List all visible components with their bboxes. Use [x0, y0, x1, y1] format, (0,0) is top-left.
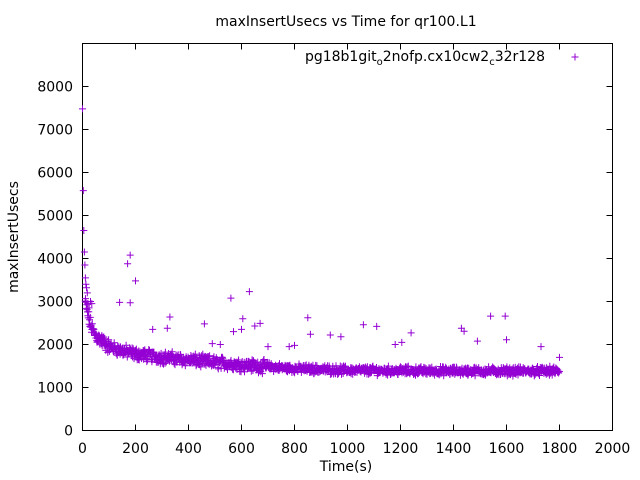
data-point — [85, 304, 93, 312]
data-point — [100, 333, 108, 341]
data-point — [83, 289, 91, 297]
data-point — [338, 370, 345, 378]
data-point — [460, 327, 468, 335]
y-tick-label: 2000 — [37, 338, 73, 354]
data-point — [403, 363, 411, 371]
data-point — [200, 320, 208, 328]
legend-text-part: c — [489, 57, 495, 68]
data-point — [249, 367, 257, 374]
data-point — [258, 370, 266, 378]
legend-text-part: 2nofp.cx10cw2 — [383, 49, 489, 65]
x-tick-label: 0 — [78, 441, 87, 457]
x-tick-label: 1400 — [436, 441, 472, 457]
y-tick-label: 0 — [64, 424, 73, 440]
data-point — [487, 312, 495, 320]
data-point — [304, 314, 312, 322]
data-points — [79, 105, 563, 380]
data-point — [256, 319, 264, 327]
x-tick-label: 1200 — [383, 441, 419, 457]
data-point — [230, 328, 237, 336]
data-point — [166, 313, 174, 321]
legend: pg18b1gito2nofp.cx10cw2c32r128 — [305, 49, 579, 68]
data-point — [83, 284, 90, 292]
data-point — [81, 261, 89, 269]
legend-marker-plus — [571, 53, 579, 61]
data-point — [88, 300, 96, 308]
data-point — [251, 322, 259, 330]
data-point — [291, 341, 298, 349]
data-point — [537, 343, 545, 351]
x-tick-label: 600 — [228, 441, 255, 457]
data-point — [82, 280, 90, 288]
data-point — [210, 361, 217, 369]
y-tick-label: 8000 — [37, 80, 73, 96]
data-point — [216, 341, 224, 348]
data-point — [81, 274, 89, 282]
data-point — [501, 312, 509, 320]
data-point — [373, 322, 381, 330]
x-axis-label: Time(s) — [319, 459, 372, 475]
legend-text-part: o — [377, 57, 383, 68]
data-point — [116, 298, 124, 306]
x-tick-label: 1000 — [330, 441, 366, 457]
y-tick-label: 5000 — [37, 209, 73, 225]
data-point — [306, 330, 314, 338]
data-point — [235, 356, 243, 364]
legend-text-part: 32r128 — [495, 49, 545, 65]
x-tick-label: 800 — [281, 441, 308, 457]
data-point — [285, 343, 293, 351]
data-point — [473, 337, 481, 345]
data-point — [238, 325, 245, 333]
x-tick-label: 1600 — [489, 441, 525, 457]
data-point — [126, 251, 134, 259]
data-point — [404, 362, 412, 370]
data-point — [163, 324, 171, 332]
y-tick-label: 1000 — [37, 381, 73, 397]
data-point — [407, 329, 415, 337]
y-tick-label: 6000 — [37, 166, 73, 182]
data-point — [264, 343, 272, 351]
data-point — [555, 368, 563, 376]
data-point — [132, 277, 139, 285]
chart-title: maxInsertUsecs vs Time for qr100.L1 — [215, 14, 476, 30]
data-point — [124, 260, 132, 268]
legend-marker — [571, 53, 579, 61]
data-point — [239, 315, 247, 323]
data-point — [149, 325, 157, 333]
data-point — [80, 227, 88, 234]
data-point — [181, 362, 189, 370]
data-point — [503, 336, 510, 344]
data-point — [556, 353, 563, 361]
data-point — [337, 333, 345, 341]
data-point — [227, 294, 235, 302]
y-tick-label: 3000 — [37, 295, 73, 311]
data-point — [80, 248, 88, 256]
x-tick-label: 1800 — [542, 441, 578, 457]
data-point — [197, 363, 205, 371]
legend-text-part: pg18b1git — [305, 49, 377, 65]
data-point — [86, 313, 94, 321]
data-point — [391, 341, 399, 348]
data-point — [208, 340, 216, 348]
data-point — [87, 321, 95, 329]
y-tick-label: 4000 — [37, 252, 73, 268]
legend-entry-label: pg18b1gito2nofp.cx10cw2c32r128 — [305, 49, 545, 68]
data-point — [536, 372, 543, 379]
y-axis-label: maxInsertUsecs — [6, 181, 22, 293]
data-point — [126, 299, 134, 307]
axis-ticks: 0 200 400 600 800 1000 1200 1400 1600 1800 2000 0 10… — [37, 43, 631, 457]
data-point — [326, 331, 334, 339]
data-point — [122, 341, 130, 349]
x-tick-label: 2000 — [595, 441, 631, 457]
data-point — [359, 321, 367, 329]
data-point — [79, 105, 86, 113]
x-tick-label: 200 — [122, 441, 149, 457]
x-tick-label: 400 — [175, 441, 202, 457]
data-point — [245, 288, 253, 296]
data-point — [398, 338, 406, 346]
y-tick-label: 7000 — [37, 123, 73, 139]
data-point — [339, 370, 347, 377]
data-point — [79, 187, 87, 195]
